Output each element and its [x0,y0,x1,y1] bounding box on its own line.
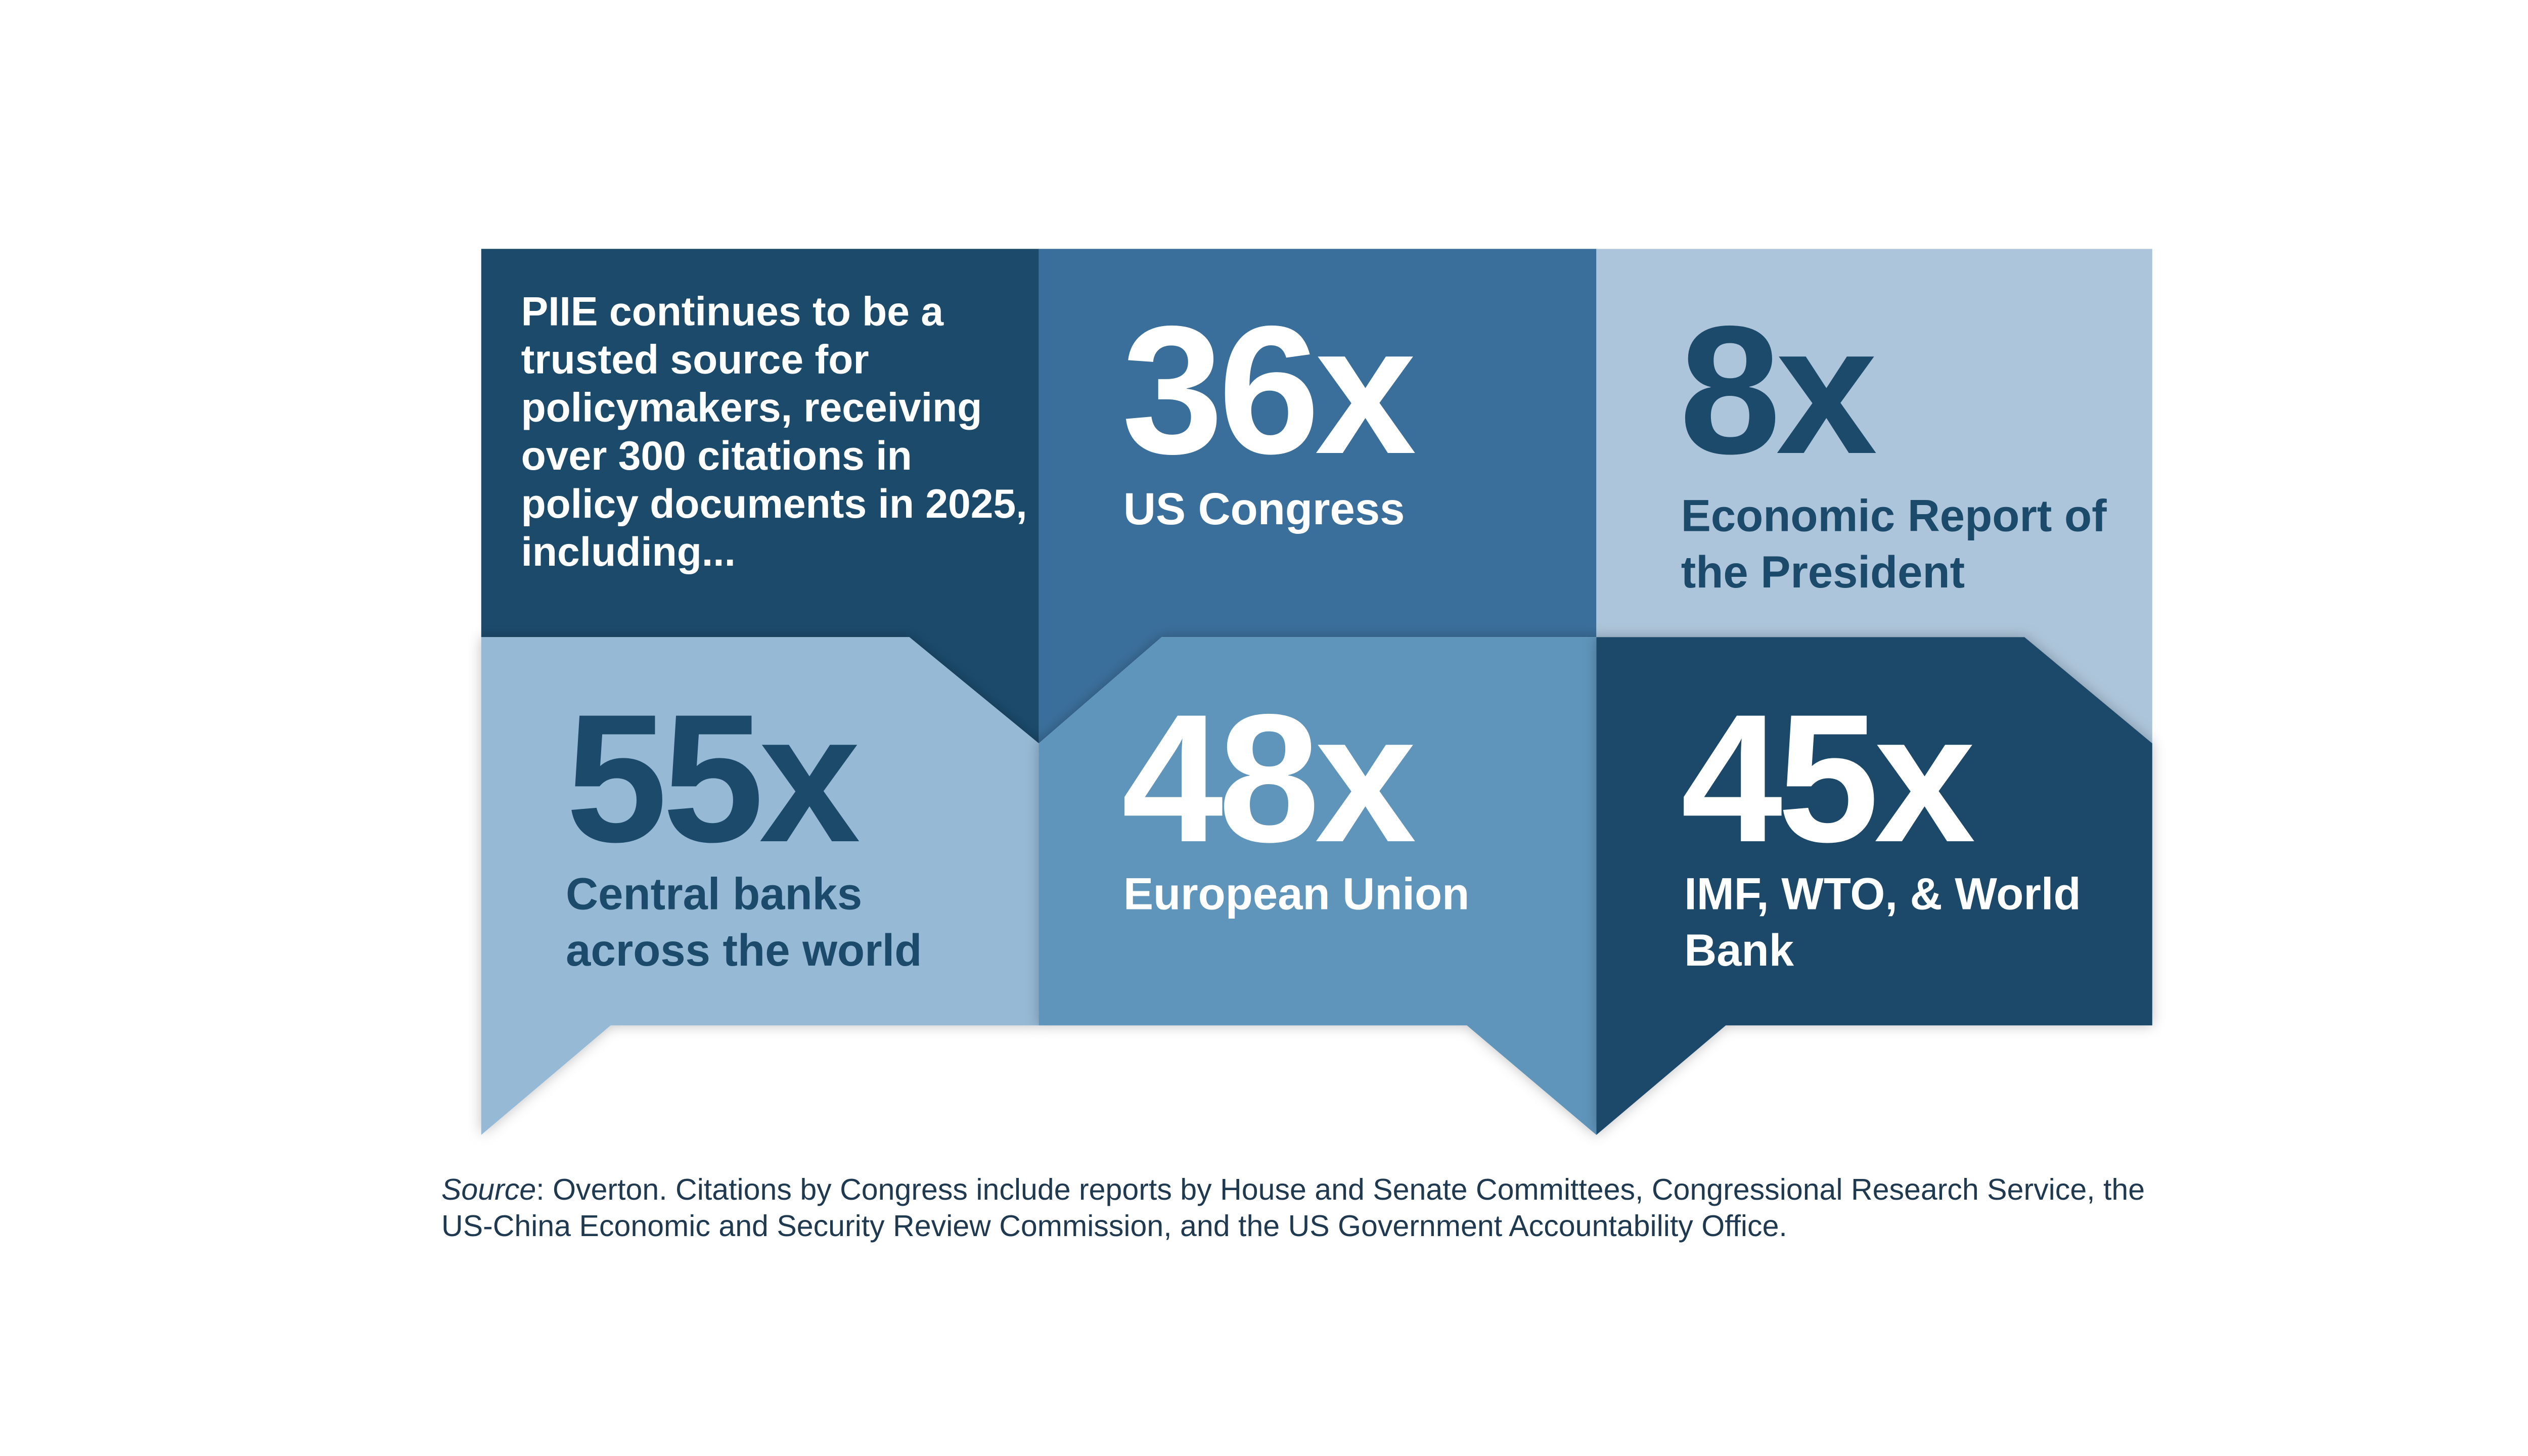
source-label: Source [441,1173,536,1207]
panel-imf-wto-world-bank [1596,637,2152,1135]
stat-label-us-congress: US Congress [1123,484,1405,534]
stat-value-imf-wto-world-bank: 45x [1681,677,1976,881]
source-note: Source: Overton. Citations by Congress i… [441,1171,2200,1244]
intro-text: PIIE continues to be a trusted source fo… [521,290,1027,576]
stat-value-central-banks: 55x [566,677,861,881]
stat-value-economic-report: 8x [1679,289,1877,493]
stat-label-european-union: European Union [1123,869,1470,920]
stat-label-central-banks: Central banks across the world [566,869,922,976]
stat-value-european-union: 48x [1121,677,1417,881]
stat-label-imf-wto-world-bank: IMF, WTO, & World Bank [1684,869,2081,976]
source-text: : Overton. Citations by Congress include… [441,1173,2145,1243]
panel-us-congress [1039,249,1597,744]
panel-economic-report [1596,249,2152,744]
stat-value-us-congress: 36x [1121,289,1417,493]
stat-label-economic-report: Economic Report of the President [1681,491,2107,598]
panel-european-union [1039,637,1597,1135]
panel-intro [481,249,1039,744]
panel-central-banks [481,637,1039,1135]
